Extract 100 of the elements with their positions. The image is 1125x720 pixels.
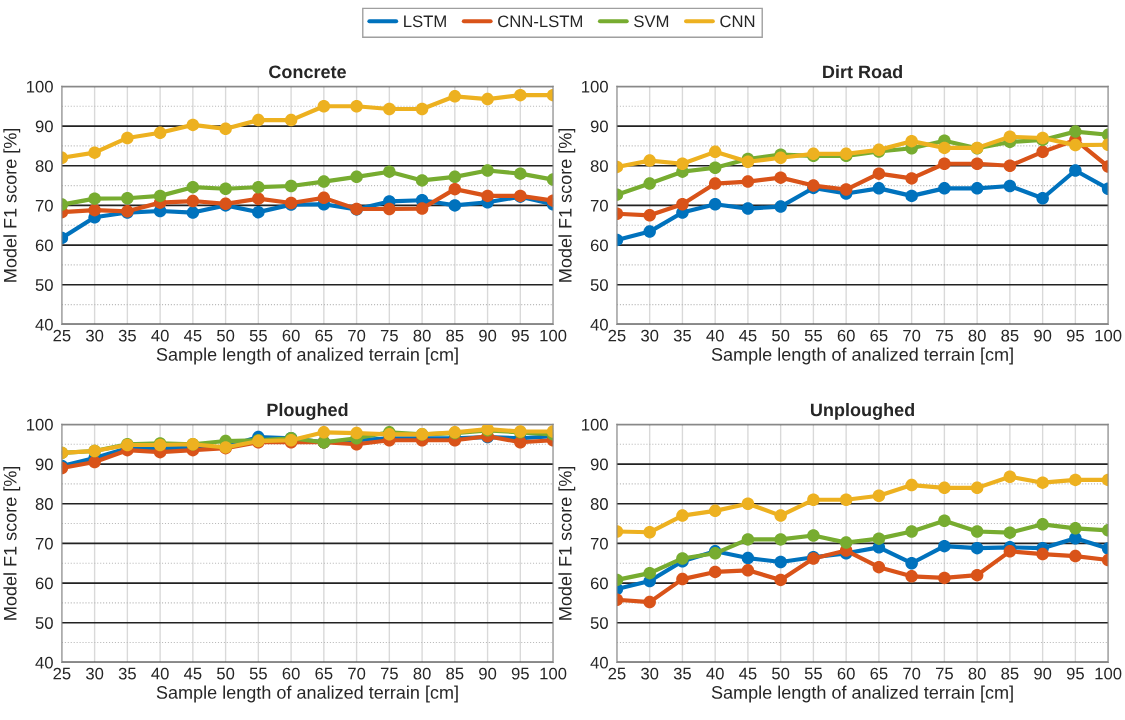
legend-label: SVM (634, 15, 669, 28)
point (708, 197, 722, 211)
y-tick-label: 40 (35, 318, 53, 331)
y-tick-label: 50 (590, 279, 608, 291)
point (807, 529, 820, 542)
x-tick-label: 30 (641, 667, 659, 680)
x-axis-title: Sample length of analized terrain [cm] (156, 685, 458, 703)
point (514, 88, 527, 102)
point (905, 134, 918, 148)
point (905, 478, 918, 492)
point (872, 560, 886, 574)
point (643, 566, 656, 580)
y-tick-label: 50 (590, 617, 608, 629)
point (708, 145, 722, 159)
point (252, 180, 265, 194)
x-tick-label: 80 (413, 329, 431, 342)
point (448, 170, 462, 184)
point (905, 570, 918, 583)
y-tick-label: 80 (35, 160, 53, 172)
point (121, 192, 134, 205)
x-axis-title: Sample length of analized terrain [cm] (711, 347, 1013, 365)
x-tick-label: 65 (315, 667, 333, 680)
y-tick-label: 90 (35, 120, 53, 133)
point (905, 556, 918, 570)
point (1069, 164, 1082, 177)
point (676, 197, 689, 211)
y-axis-title: Model F1 score [%] (3, 466, 21, 620)
y-tick-label: 60 (35, 239, 53, 252)
point (284, 113, 298, 127)
point (88, 192, 101, 205)
point (741, 564, 755, 577)
point (970, 182, 984, 195)
point (88, 146, 101, 159)
point (252, 205, 265, 219)
point (938, 182, 951, 195)
x-tick-label: 80 (413, 667, 431, 680)
point (415, 174, 429, 187)
y-tick-label: 60 (35, 577, 53, 590)
point (1069, 473, 1082, 487)
x-tick-label: 30 (85, 667, 104, 680)
chart-title: Concrete (269, 65, 346, 79)
point (741, 175, 755, 188)
point (1003, 130, 1017, 144)
x-tick-label: 90 (1034, 667, 1052, 680)
y-axis-title: Model F1 score [%] (558, 466, 576, 620)
point (1069, 125, 1082, 138)
point (1003, 179, 1017, 193)
point (186, 118, 200, 132)
x-tick-label: 70 (348, 667, 366, 680)
x-tick-label: 80 (968, 667, 986, 680)
point (970, 568, 984, 582)
point (88, 203, 101, 217)
point (970, 541, 984, 555)
chart-title: Unploughed (810, 402, 914, 420)
x-tick-label: 60 (282, 667, 300, 680)
point (383, 202, 396, 216)
y-tick-label: 80 (590, 160, 608, 172)
x-tick-label: 25 (608, 329, 626, 342)
point (643, 154, 656, 167)
y-tick-label: 80 (590, 498, 608, 510)
x-tick-label: 70 (903, 667, 921, 680)
legend-label: LSTM (404, 15, 446, 28)
x-tick-label: 60 (282, 329, 300, 342)
point (774, 171, 787, 184)
x-tick-label: 90 (1034, 329, 1052, 342)
point (872, 167, 886, 180)
point (317, 99, 331, 113)
point (317, 426, 331, 439)
y-tick-label: 50 (35, 617, 53, 629)
point (252, 113, 265, 127)
point (383, 165, 396, 178)
x-tick-label: 35 (673, 667, 691, 680)
point (970, 481, 984, 495)
point (643, 526, 656, 539)
x-tick-label: 35 (118, 667, 136, 680)
point (1069, 138, 1082, 152)
point (284, 179, 298, 193)
point (774, 509, 787, 522)
point (186, 206, 200, 219)
y-tick-label: 60 (590, 577, 608, 590)
point (938, 539, 951, 553)
point (938, 157, 951, 171)
y-tick-label: 70 (35, 537, 53, 550)
point (1003, 545, 1017, 558)
chart-title: Ploughed (267, 402, 348, 420)
point (970, 157, 984, 171)
y-tick-label: 70 (35, 199, 53, 212)
x-tick-label: 95 (511, 667, 529, 680)
x-tick-label: 100 (1095, 667, 1122, 680)
y-tick-label: 100 (27, 418, 53, 431)
x-tick-label: 50 (772, 667, 790, 680)
y-tick-label: 70 (590, 199, 608, 212)
point (1003, 526, 1017, 539)
x-tick-label: 45 (739, 667, 757, 680)
point (448, 90, 462, 103)
y-tick-label: 40 (590, 318, 608, 331)
x-tick-label: 50 (217, 667, 235, 680)
point (350, 426, 363, 440)
x-tick-label: 60 (837, 329, 855, 342)
point (938, 571, 951, 585)
